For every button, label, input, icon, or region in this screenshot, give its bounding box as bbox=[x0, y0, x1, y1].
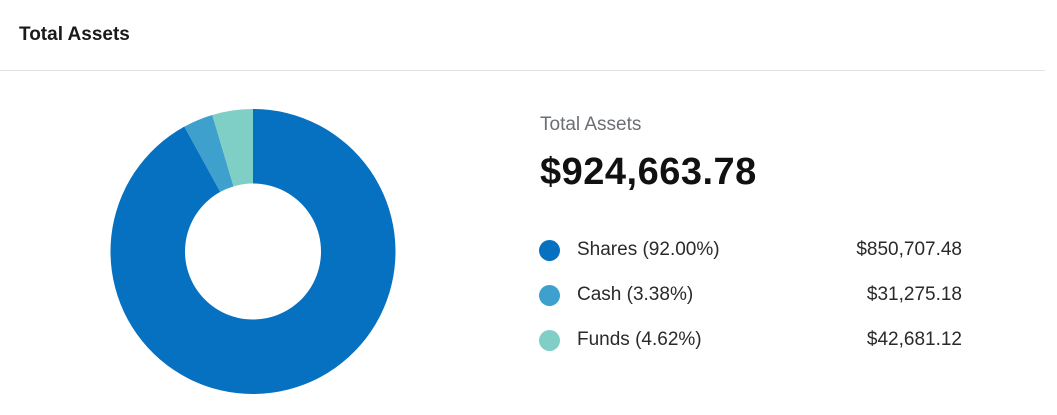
legend-item-cash: Cash (3.38%) $31,275.18 bbox=[539, 281, 962, 326]
legend-amount-cash: $31,275.18 bbox=[866, 284, 962, 305]
legend-swatch-shares bbox=[539, 240, 560, 261]
donut-slice-shares bbox=[110, 109, 396, 395]
donut-chart bbox=[110, 109, 396, 395]
legend-item-funds: Funds (4.62%) $42,681.12 bbox=[539, 326, 962, 371]
legend-label-shares: Shares (92.00%) bbox=[577, 239, 720, 260]
legend-label-funds: Funds (4.62%) bbox=[577, 329, 702, 350]
summary-value: $924,663.78 bbox=[540, 151, 757, 193]
legend-amount-shares: $850,707.48 bbox=[856, 239, 962, 260]
card-title: Total Assets bbox=[19, 24, 130, 45]
legend-swatch-funds bbox=[539, 330, 560, 351]
summary-label: Total Assets bbox=[540, 114, 642, 135]
legend: Shares (92.00%) $850,707.48 Cash (3.38%)… bbox=[539, 236, 962, 371]
summary: Total Assets $924,663.78 bbox=[540, 112, 757, 194]
legend-item-shares: Shares (92.00%) $850,707.48 bbox=[539, 236, 962, 281]
donut-slice-funds bbox=[212, 109, 253, 187]
donut-slices bbox=[110, 109, 396, 395]
donut-slice-cash bbox=[184, 114, 234, 192]
card-header: Total Assets bbox=[0, 0, 1045, 71]
legend-amount-funds: $42,681.12 bbox=[866, 329, 962, 350]
legend-swatch-cash bbox=[539, 285, 560, 306]
legend-label-cash: Cash (3.38%) bbox=[577, 284, 694, 305]
